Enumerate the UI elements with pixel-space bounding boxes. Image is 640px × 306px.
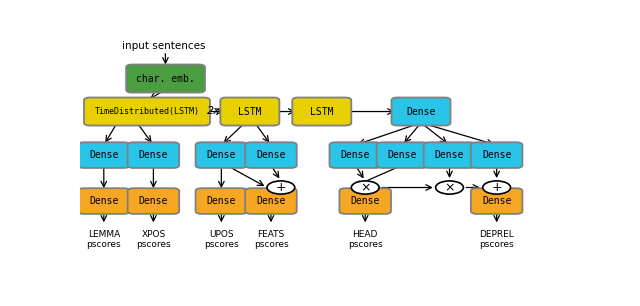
Text: Dense: Dense	[139, 196, 168, 206]
Circle shape	[351, 181, 379, 194]
Text: Dense: Dense	[207, 150, 236, 160]
Circle shape	[483, 181, 511, 194]
FancyBboxPatch shape	[220, 98, 280, 125]
Text: DEPREL
pscores: DEPREL pscores	[479, 230, 514, 249]
Text: Dense: Dense	[207, 196, 236, 206]
Text: LEMMA
pscores: LEMMA pscores	[86, 230, 121, 249]
FancyBboxPatch shape	[330, 142, 381, 168]
Circle shape	[436, 181, 463, 194]
FancyBboxPatch shape	[376, 142, 428, 168]
FancyBboxPatch shape	[127, 188, 179, 214]
Text: Dense: Dense	[482, 150, 511, 160]
Text: TimeDistributed(LSTM): TimeDistributed(LSTM)	[95, 107, 200, 116]
Text: UPOS
pscores: UPOS pscores	[204, 230, 239, 249]
FancyBboxPatch shape	[78, 142, 129, 168]
Text: FEATS
pscores: FEATS pscores	[253, 230, 288, 249]
Text: ×: ×	[444, 181, 455, 194]
Text: +: +	[276, 181, 286, 194]
Text: Dense: Dense	[256, 150, 285, 160]
Text: LSTM: LSTM	[310, 106, 333, 117]
FancyBboxPatch shape	[392, 98, 451, 125]
FancyBboxPatch shape	[127, 142, 179, 168]
FancyBboxPatch shape	[78, 188, 129, 214]
Text: Dense: Dense	[388, 150, 417, 160]
Text: Dense: Dense	[482, 196, 511, 206]
Text: Dense: Dense	[340, 150, 370, 160]
FancyBboxPatch shape	[471, 188, 522, 214]
Text: Dense: Dense	[89, 150, 118, 160]
FancyBboxPatch shape	[245, 188, 297, 214]
Text: HEAD
pscores: HEAD pscores	[348, 230, 383, 249]
Text: Dense: Dense	[139, 150, 168, 160]
FancyBboxPatch shape	[126, 65, 205, 92]
Text: Dense: Dense	[89, 196, 118, 206]
Text: ×: ×	[360, 181, 371, 194]
Text: Dense: Dense	[406, 106, 436, 117]
Circle shape	[267, 181, 295, 194]
FancyBboxPatch shape	[471, 142, 522, 168]
Text: 2x: 2x	[207, 106, 221, 116]
FancyBboxPatch shape	[424, 142, 476, 168]
FancyBboxPatch shape	[245, 142, 297, 168]
Text: input sentences: input sentences	[122, 41, 205, 51]
Text: char. emb.: char. emb.	[136, 73, 195, 84]
Text: Dense: Dense	[435, 150, 464, 160]
Text: LSTM: LSTM	[238, 106, 262, 117]
Text: XPOS
pscores: XPOS pscores	[136, 230, 171, 249]
Text: Dense: Dense	[256, 196, 285, 206]
FancyBboxPatch shape	[196, 188, 247, 214]
FancyBboxPatch shape	[339, 188, 391, 214]
Text: Dense: Dense	[351, 196, 380, 206]
FancyBboxPatch shape	[292, 98, 351, 125]
FancyBboxPatch shape	[84, 98, 210, 125]
FancyBboxPatch shape	[196, 142, 247, 168]
Text: +: +	[492, 181, 502, 194]
